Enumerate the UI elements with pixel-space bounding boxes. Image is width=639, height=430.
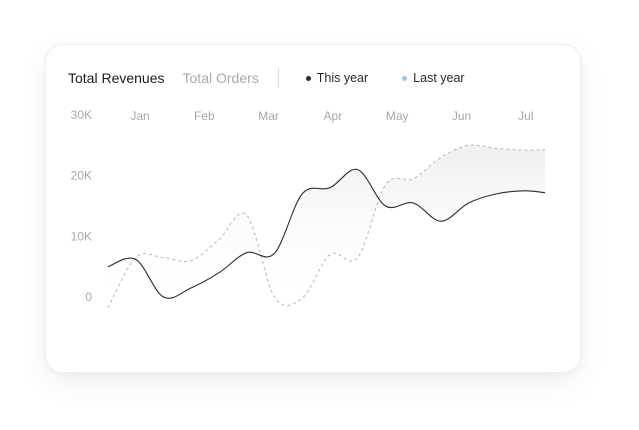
x-tick-label-jan: Jan (130, 109, 149, 123)
difference-fill-area (108, 144, 545, 308)
x-tick-label-may: May (386, 109, 409, 123)
y-tick-label: 0 (85, 290, 92, 304)
tabs-divider (277, 68, 279, 88)
series-line-this-year (107, 168, 546, 299)
x-tick-label-apr: Apr (324, 109, 343, 123)
x-tick-label-mar: Mar (258, 109, 279, 123)
last-year-dot-icon (402, 75, 408, 81)
legend-label-last-year: Last year (413, 71, 465, 85)
y-tick-label: 20K (71, 169, 92, 183)
x-tick-label-jun: Jun (452, 109, 471, 123)
this-year-dot-icon (305, 75, 311, 81)
x-tick-label-jul: Jul (518, 109, 533, 123)
x-axis-ticks: Jan Feb Mar Apr May Jun Jul (130, 109, 533, 123)
tab-total-orders[interactable]: Total Orders (182, 70, 259, 86)
x-tick-label-feb: Feb (194, 109, 215, 123)
tab-total-revenues[interactable]: Total Revenues (68, 70, 165, 86)
y-tick-label: 10K (71, 229, 92, 243)
legend-label-this-year: This year (316, 71, 369, 85)
legend-item-this-year: This year (305, 66, 369, 90)
legend-item-last-year: Last year (402, 66, 465, 90)
y-tick-label: 30K (71, 108, 92, 122)
series-line-last-year (107, 144, 546, 309)
y-axis-ticks: 30K 20K 10K 0 (71, 108, 93, 304)
chart-tabs: Total Revenues Total Orders This year La… (68, 66, 465, 90)
